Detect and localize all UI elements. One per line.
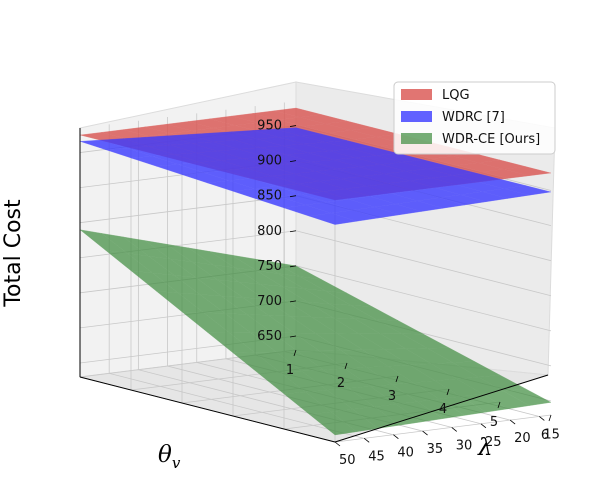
y-tick-mark — [422, 430, 428, 436]
z-tick-label: 650 — [257, 329, 282, 344]
y-tick-mark — [509, 419, 516, 425]
z-tick-mark — [289, 195, 297, 198]
x-axis-label: θv — [158, 442, 181, 472]
y-tick-label: 35 — [427, 442, 444, 457]
x-tick-labels: 1 2 3 4 5 6 — [286, 349, 552, 443]
x-axis-line — [79, 376, 336, 443]
z-tick-label: 750 — [257, 259, 282, 274]
z-tick-labels: 650 700 750 800 850 900 950 — [257, 119, 297, 344]
y-tick-label: 15 — [543, 427, 560, 442]
y-tick-mark — [393, 434, 399, 440]
z-tick-mark — [289, 160, 297, 163]
y-tick-label: 25 — [485, 435, 502, 450]
surface-2 — [79, 229, 552, 436]
y-tick-mark — [480, 423, 487, 429]
surface-patch — [309, 411, 357, 436]
z-axis-label: Total Cost — [1, 199, 26, 308]
y-tick-mark — [539, 416, 545, 421]
legend-swatch-wdrc — [401, 111, 432, 122]
y-tick-labels: 15 20 25 30 35 40 45 50 — [334, 416, 560, 468]
y-axis-line — [334, 374, 549, 443]
legend-label-lqg: LQG — [442, 88, 470, 103]
x-tick-label: 2 — [337, 376, 345, 391]
y-tick-label: 50 — [339, 453, 356, 468]
y-tick-label: 30 — [456, 438, 473, 453]
z-tick-label: 800 — [257, 224, 282, 239]
x-tick-mark — [344, 362, 348, 370]
y-axis-label: λ — [477, 435, 493, 461]
surface-patch — [309, 213, 357, 225]
legend-label-wdr-ce: WDR-CE [Ours] — [442, 132, 540, 147]
y-gridline — [108, 124, 365, 439]
x-tick-mark — [293, 349, 297, 357]
z-tick-mark — [289, 300, 297, 303]
x-axis-label-main: θ — [158, 442, 172, 468]
x-tick-label: 4 — [439, 402, 447, 417]
y-tick-label: 20 — [514, 431, 531, 446]
x-tick-label: 1 — [286, 363, 294, 378]
y-tick-mark — [334, 441, 341, 447]
x-tick-label: 3 — [388, 389, 396, 404]
x-tick-label: 6 — [541, 428, 549, 443]
y-tick-mark — [363, 438, 370, 443]
y-tick-mark — [451, 427, 458, 432]
y-tick-label: 45 — [368, 449, 385, 464]
legend-label-wdrc: WDRC [7] — [442, 110, 505, 125]
z-tick-label: 850 — [257, 189, 282, 204]
legend-swatch-lqg — [401, 89, 432, 100]
z-tick-label: 950 — [257, 119, 282, 134]
x-tick-label: 5 — [490, 415, 498, 430]
x-tick-mark — [395, 375, 399, 383]
legend-swatch-wdr-ce — [401, 133, 432, 144]
y-tick-label: 40 — [397, 446, 414, 461]
legend: LQG WDRC [7] WDR-CE [Ours] — [393, 81, 556, 155]
z-tick-mark — [289, 125, 297, 127]
z-tick-mark — [289, 230, 297, 233]
surface-1 — [79, 127, 552, 225]
legend-box — [393, 81, 556, 155]
x-tick-mark — [497, 401, 501, 409]
x-tick-mark — [446, 388, 450, 396]
x-axis-label-sub: v — [172, 454, 181, 472]
z-tick-mark — [289, 265, 297, 268]
z-tick-label: 700 — [257, 294, 282, 309]
z-tick-label: 900 — [257, 154, 282, 169]
z-tick-mark — [289, 335, 297, 338]
x-tick-mark — [548, 414, 552, 422]
